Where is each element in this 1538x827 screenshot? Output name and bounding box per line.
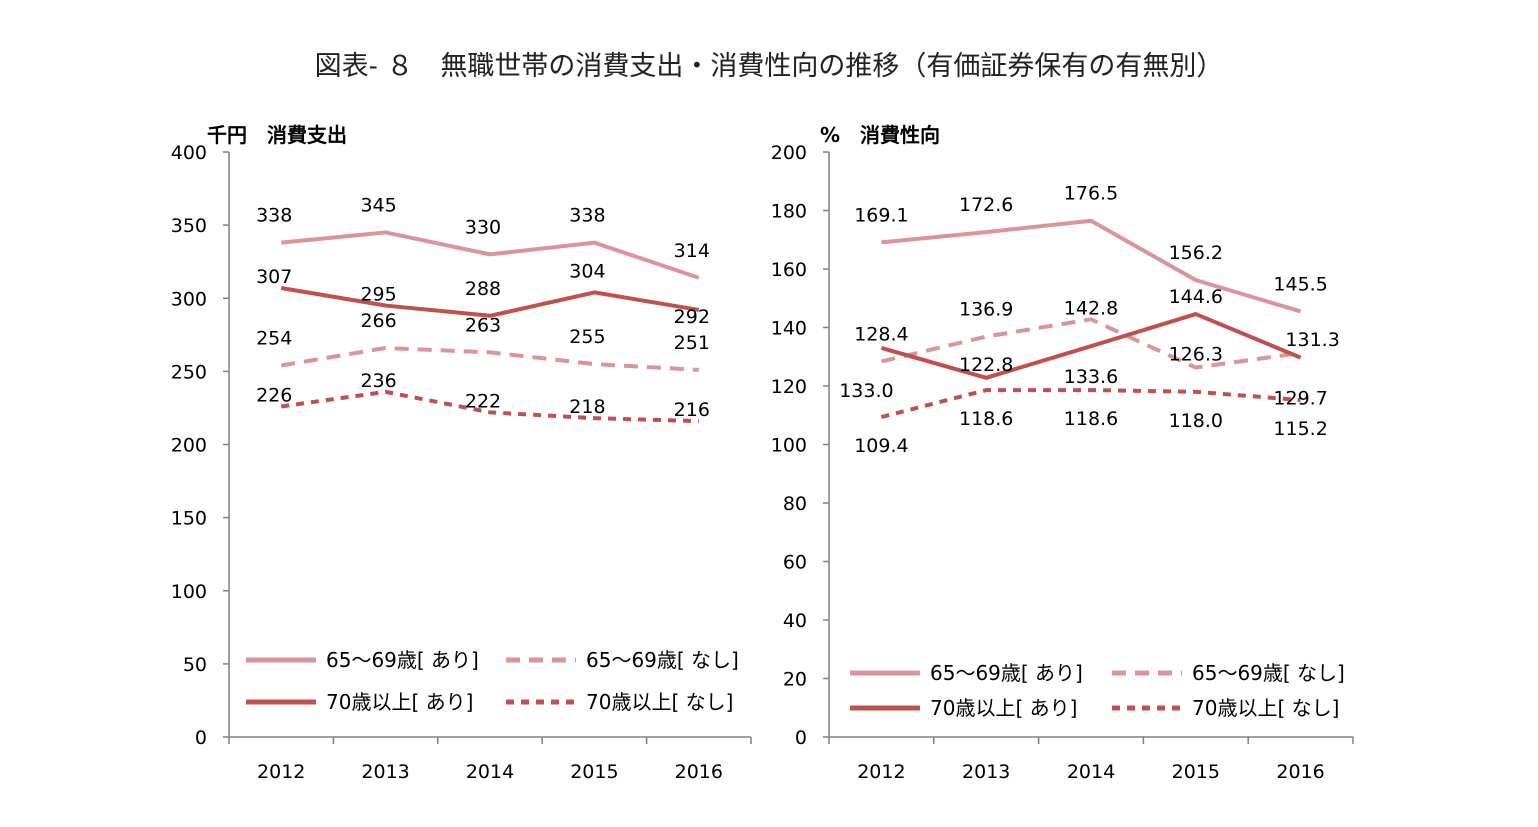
x-tick-label: 2013 <box>962 761 1010 783</box>
data-label: 109.4 <box>854 435 908 457</box>
data-label: 216 <box>674 399 710 421</box>
data-label: 255 <box>569 326 605 348</box>
y-tick-label: 250 <box>171 361 207 383</box>
y-tick-label: 100 <box>771 435 807 457</box>
series-line-2 <box>280 345 699 372</box>
data-label: 126.3 <box>1169 344 1223 366</box>
data-label: 172.6 <box>959 194 1013 216</box>
data-label: 292 <box>674 306 710 328</box>
data-label: 145.5 <box>1273 273 1327 295</box>
y-tick-label: 160 <box>771 259 807 281</box>
x-tick-label: 2014 <box>1067 761 1115 783</box>
data-label: 263 <box>465 314 501 336</box>
data-label: 307 <box>256 266 292 288</box>
y-tick-label: 80 <box>783 493 807 515</box>
data-label: 338 <box>256 205 292 227</box>
data-label: 176.5 <box>1064 183 1118 205</box>
data-label: 236 <box>360 370 396 392</box>
data-label: 304 <box>569 260 605 282</box>
y-tick-label: 200 <box>171 435 207 457</box>
y-tick-label: 300 <box>171 288 207 310</box>
x-tick-label: 2015 <box>1172 761 1220 783</box>
legend-label: 65～69歳[ なし] <box>586 648 739 672</box>
series-line-2 <box>880 317 1301 370</box>
page-title: 図表- ８ 無職世帯の消費支出・消費性向の推移（有価証券保有の有無別） <box>314 51 1224 82</box>
series-line-1 <box>281 230 700 280</box>
data-label: 144.6 <box>1169 286 1223 308</box>
legend-label: 70歳以上[ なし] <box>1192 696 1339 720</box>
series-line-3 <box>880 312 1302 380</box>
x-tick-label: 2012 <box>257 761 305 783</box>
data-label: 254 <box>256 328 292 350</box>
data-label: 218 <box>569 396 605 418</box>
data-label: 133.6 <box>1064 366 1118 388</box>
x-tick-label: 2016 <box>675 761 723 783</box>
y-tick-label: 60 <box>783 552 807 574</box>
y-tick-label: 100 <box>171 581 207 603</box>
y-tick-label: 200 <box>771 142 807 164</box>
data-label: 122.8 <box>959 354 1013 376</box>
series-line-4 <box>880 388 1301 419</box>
data-label: 222 <box>465 390 501 412</box>
y-tick-label: 40 <box>783 610 807 632</box>
data-label: 118.6 <box>959 408 1013 430</box>
series-line-4 <box>280 389 699 424</box>
y-tick-label: 140 <box>771 318 807 340</box>
series-line-3 <box>280 286 700 318</box>
data-label: 338 <box>569 205 605 227</box>
data-label: 129.7 <box>1273 388 1327 410</box>
data-label: 288 <box>465 278 501 300</box>
data-label: 169.1 <box>854 204 908 226</box>
data-label: 314 <box>674 240 710 262</box>
x-tick-label: 2012 <box>857 761 905 783</box>
y-tick-label: 180 <box>771 201 807 223</box>
y-tick-label: 20 <box>783 669 807 691</box>
y-tick-label: 350 <box>171 215 207 237</box>
x-tick-label: 2015 <box>570 761 618 783</box>
unit-label: % 消費性向 <box>820 123 940 147</box>
data-label: 131.3 <box>1285 329 1339 351</box>
legend-label: 70歳以上[ あり] <box>326 690 473 714</box>
x-tick-label: 2016 <box>1276 761 1324 783</box>
data-label: 133.0 <box>839 380 893 402</box>
series-line-1 <box>881 218 1302 314</box>
data-label: 330 <box>465 216 501 238</box>
legend-label: 65～69歳[ なし] <box>1192 661 1345 685</box>
data-label: 251 <box>674 332 710 354</box>
y-tick-label: 0 <box>195 727 207 749</box>
data-label: 118.0 <box>1169 410 1223 432</box>
unit-label: 千円 消費支出 <box>207 123 347 147</box>
legend-label: 70歳以上[ なし] <box>586 690 733 714</box>
x-tick-label: 2013 <box>361 761 409 783</box>
data-label: 266 <box>360 310 396 332</box>
data-label: 128.4 <box>854 323 908 345</box>
y-tick-label: 150 <box>171 508 207 530</box>
y-tick-label: 400 <box>171 142 207 164</box>
data-label: 118.6 <box>1064 408 1118 430</box>
y-tick-label: 0 <box>795 727 807 749</box>
legend-label: 65～69歳[ あり] <box>326 648 479 672</box>
data-label: 345 <box>360 194 396 216</box>
data-label: 136.9 <box>959 299 1013 321</box>
x-tick-label: 2014 <box>466 761 514 783</box>
legend-label: 65～69歳[ あり] <box>930 661 1083 685</box>
data-label: 295 <box>360 284 396 306</box>
y-tick-label: 120 <box>771 376 807 398</box>
legend-label: 70歳以上[ あり] <box>930 696 1077 720</box>
data-label: 142.8 <box>1064 297 1118 319</box>
data-label: 156.2 <box>1169 242 1223 264</box>
data-label: 226 <box>256 384 292 406</box>
y-tick-label: 50 <box>183 654 207 676</box>
data-label: 115.2 <box>1273 418 1327 440</box>
